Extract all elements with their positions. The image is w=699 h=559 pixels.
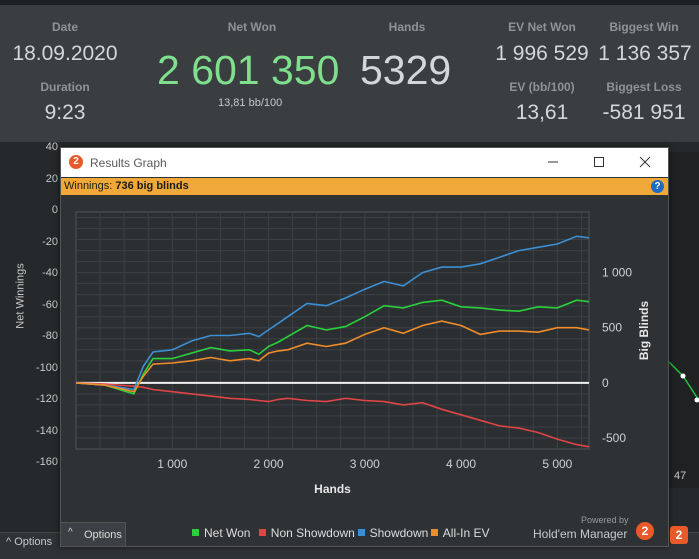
window-title: Results Graph [90, 156, 167, 170]
minimize-icon [547, 156, 559, 168]
date-label: Date [30, 20, 100, 34]
x-tick-label: 4 000 [446, 457, 476, 471]
legend-swatch [259, 529, 266, 536]
y-tick-label: -500 [602, 431, 626, 445]
legend-label: Net Won [204, 526, 250, 540]
duration-label: Duration [30, 80, 100, 94]
hm-corner-logo-icon: 2 [670, 526, 688, 544]
background-y-tick: 0 [10, 204, 58, 216]
y-tick-label: 500 [602, 321, 622, 335]
results-graph-window[interactable]: 2 Results Graph Winnings: 736 big blinds… [60, 147, 669, 547]
background-chart-right-panel [668, 152, 699, 488]
duration-value: 9:23 [20, 101, 110, 125]
maximize-icon [593, 156, 605, 168]
help-icon[interactable]: ? [651, 180, 664, 193]
biggest-win-value: 1 136 357 [592, 42, 698, 66]
ev-netwon-value: 1 996 529 [490, 42, 594, 66]
window-titlebar[interactable]: 2 Results Graph [61, 148, 668, 177]
background-y-tick: -20 [10, 236, 58, 248]
minimize-button[interactable] [530, 148, 576, 177]
legend-label: Non Showdown [271, 526, 355, 540]
x-tick-label: 1 000 [157, 457, 187, 471]
chevron-up-icon: ^ [68, 527, 73, 538]
legend-swatch [192, 529, 199, 536]
background-options-button[interactable]: ^ Options [6, 536, 52, 548]
hands-value: 5329 [360, 47, 451, 94]
winnings-label: Winnings: [64, 180, 112, 192]
hm-logo-icon: 2 [69, 155, 83, 169]
close-icon [639, 156, 651, 168]
netwon-value: 2 601 350 [157, 47, 339, 94]
biggest-loss-value: -581 951 [592, 101, 696, 125]
background-y-tick: -100 [10, 362, 58, 374]
hands-label: Hands [377, 20, 437, 34]
chevron-up-icon: ^ [6, 536, 11, 548]
x-tick-label: 2 000 [254, 457, 284, 471]
x-tick-label: 3 000 [350, 457, 380, 471]
netwon-bb100: 13,81 bb/100 [218, 97, 282, 109]
winnings-bar: Winnings: 736 big blinds ? [61, 178, 668, 195]
netwon-label: Net Won [212, 20, 292, 34]
background-series-line [669, 152, 699, 488]
background-y-axis-label: Net Winnings [15, 263, 27, 328]
legend-item: All-In EV [431, 526, 490, 540]
maximize-button[interactable] [576, 148, 622, 177]
background-y-tick: 20 [10, 173, 58, 185]
date-value: 18.09.2020 [0, 42, 130, 66]
brand-name: Hold'em Manager [533, 527, 627, 541]
powered-by-label: Powered by [581, 515, 629, 525]
close-button[interactable] [622, 148, 668, 177]
x-tick-label: 5 000 [542, 457, 572, 471]
legend-swatch [431, 529, 438, 536]
background-y-tick: -80 [10, 330, 58, 342]
winnings-value: 736 big blinds [115, 180, 188, 192]
legend-label: All-In EV [443, 526, 490, 540]
legend-label: Showdown [370, 526, 429, 540]
biggest-win-label: Biggest Win [598, 20, 690, 34]
x-axis-label: Hands [314, 482, 351, 496]
legend-item: Showdown [358, 526, 429, 540]
results-chart: 1 000 2 000 3 000 4 000 5 000 1 000 500 0 -500 Ha… [61, 195, 668, 535]
legend-swatch [358, 529, 365, 536]
hm-brand-logo-icon: 2 [636, 522, 654, 540]
options-button[interactable]: ^ Options [61, 522, 126, 546]
ev-bb100-label: EV (bb/100) [496, 80, 588, 94]
background-y-tick: -120 [10, 393, 58, 405]
biggest-loss-label: Biggest Loss [598, 80, 690, 94]
background-y-tick: -140 [10, 425, 58, 437]
legend-item: Non Showdown [259, 526, 355, 540]
background-y-tick: 40 [10, 141, 58, 153]
background-y-tick: -160 [10, 456, 58, 468]
ev-bb100-value: 13,61 [496, 101, 588, 125]
session-stats-header: Date 18.09.2020 Duration 9:23 Net Won 2 … [0, 5, 699, 142]
ev-netwon-label: EV Net Won [496, 20, 588, 34]
y-tick-label: 0 [602, 376, 609, 390]
background-x-tick: 47 [674, 470, 686, 482]
y-tick-label: 1 000 [602, 266, 632, 280]
y-axis-label: Big Blinds [637, 301, 651, 361]
legend-item: Net Won [192, 526, 250, 540]
